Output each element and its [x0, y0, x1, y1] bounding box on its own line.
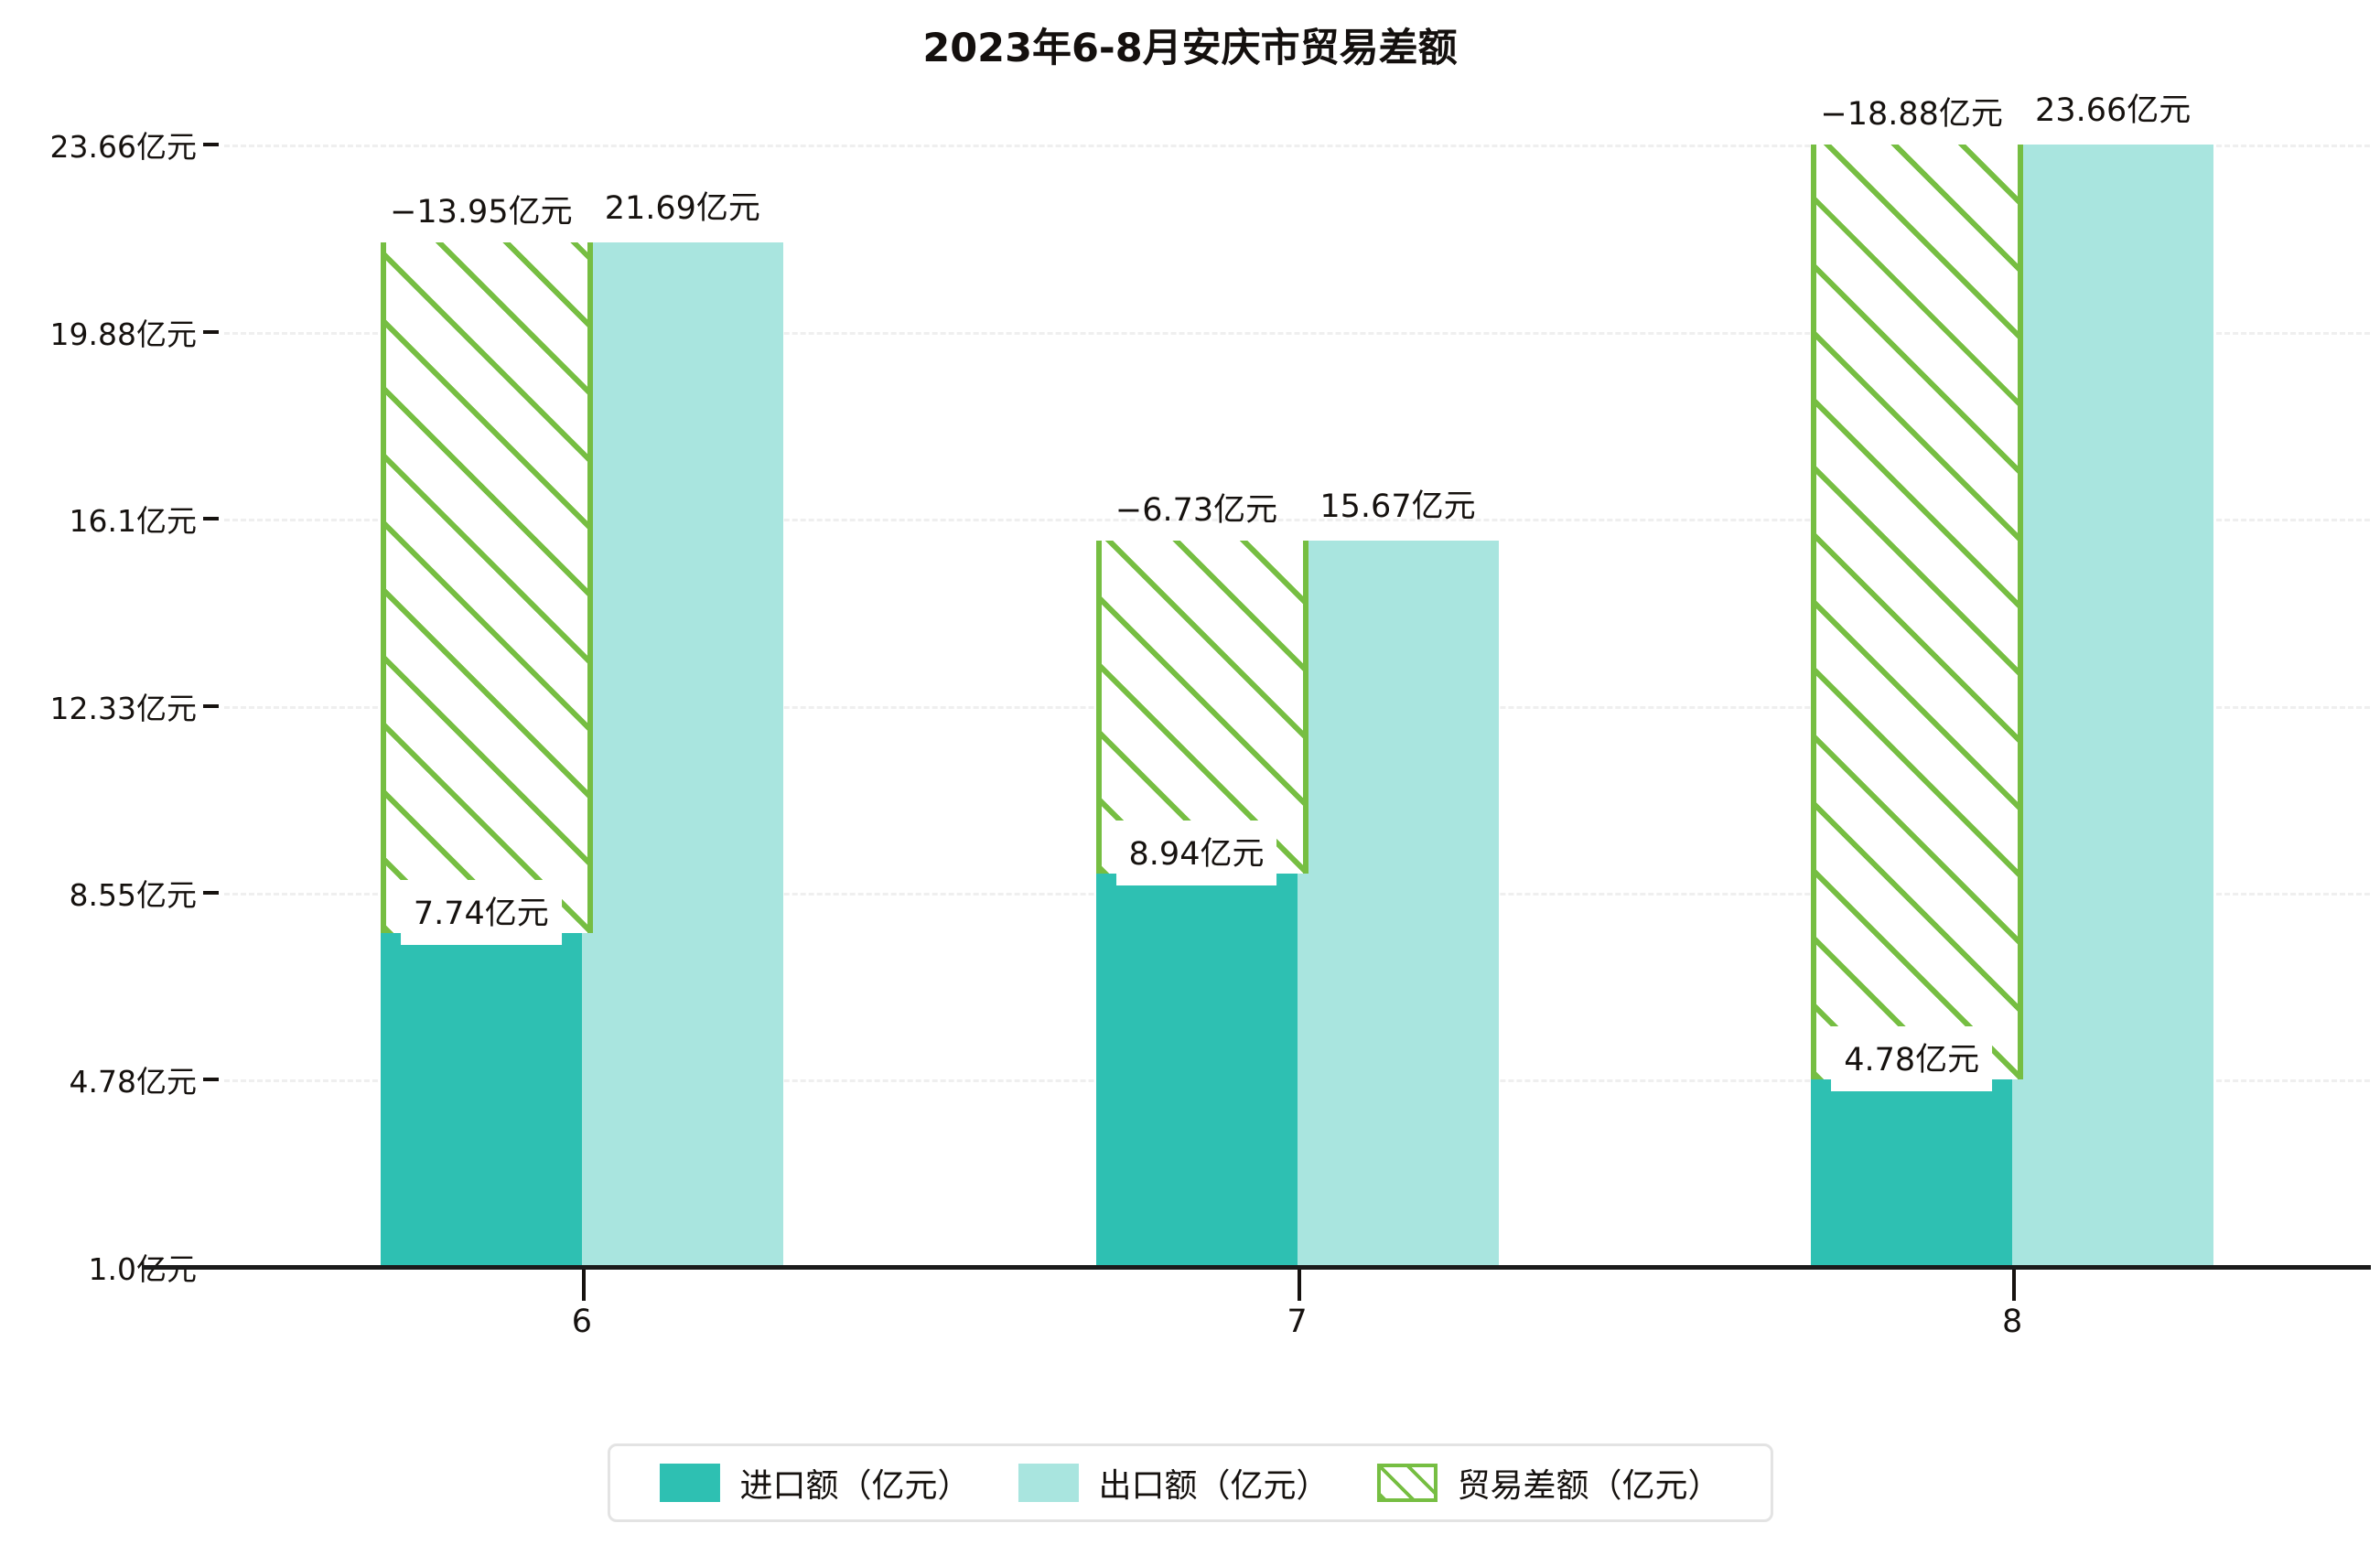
bar-import[interactable] [1811, 1079, 2013, 1267]
bar-export[interactable] [581, 241, 783, 1267]
x-axis-line [142, 1265, 2371, 1270]
bar-trade-balance[interactable] [380, 241, 593, 934]
bar-import[interactable] [1095, 874, 1298, 1267]
value-label-export: 15.67亿元 [1319, 488, 1476, 525]
y-tick-label: 19.88亿元 [49, 316, 197, 352]
value-label-import: 4.78亿元 [1831, 1026, 1993, 1092]
y-tick-mark [203, 143, 219, 146]
export-swatch-icon [1018, 1464, 1079, 1502]
y-tick-label: 8.55亿元 [69, 877, 197, 914]
legend-item-import[interactable]: 进口额（亿元） [659, 1459, 970, 1507]
y-tick-label: 4.78亿元 [69, 1064, 197, 1100]
value-label-export: 21.69亿元 [604, 189, 760, 227]
bar-trade-balance[interactable] [1811, 145, 2024, 1080]
y-tick-mark [203, 891, 219, 896]
x-tick-mark [2012, 1270, 2017, 1301]
balance-hatched-swatch-icon [1376, 1464, 1438, 1502]
plot-area: −13.95亿元 21.69亿元 7.74亿元 −6.73亿元 15.67亿元 8.94亿… [224, 92, 2370, 1267]
x-tick-label: 6 [571, 1304, 592, 1340]
legend-label-balance: 贸易差额（亿元） [1457, 1467, 1721, 1505]
value-label-import: 7.74亿元 [400, 880, 562, 946]
legend-label-import: 进口额（亿元） [739, 1467, 971, 1505]
import-swatch-icon [659, 1464, 720, 1502]
y-tick-mark [203, 517, 219, 521]
bar-trade-balance[interactable] [1095, 540, 1308, 874]
bar-export[interactable] [2012, 145, 2214, 1267]
value-label-trade-balance: −6.73亿元 [1115, 491, 1278, 529]
y-tick-mark [203, 1078, 219, 1082]
gridline [224, 145, 2370, 147]
y-tick-mark [203, 329, 219, 334]
value-label-trade-balance: −13.95亿元 [390, 193, 573, 231]
y-tick-label: 23.66亿元 [49, 129, 197, 165]
chart-title: 2023年6-8月安庆市贸易差额 [922, 26, 1458, 71]
y-tick-label: 12.33亿元 [49, 690, 197, 726]
legend-label-export: 出口额（亿元） [1098, 1467, 1330, 1505]
x-tick-label: 7 [1287, 1304, 1308, 1340]
y-tick-mark [203, 703, 219, 708]
bar-import[interactable] [380, 933, 582, 1267]
value-label-export: 23.66亿元 [2035, 92, 2192, 129]
legend-item-export[interactable]: 出口额（亿元） [1018, 1459, 1330, 1507]
gridline [224, 519, 2370, 522]
x-tick-mark [1297, 1270, 1301, 1301]
value-label-trade-balance: −18.88亿元 [1820, 96, 2003, 133]
legend-item-balance[interactable]: 贸易差额（亿元） [1376, 1459, 1721, 1507]
value-label-import: 8.94亿元 [1115, 821, 1277, 886]
x-tick-mark [581, 1270, 586, 1301]
y-tick-label: 16.1亿元 [69, 503, 197, 540]
chart-legend: 进口额（亿元） 出口额（亿元） 贸易差额（亿元） [607, 1443, 1773, 1522]
x-tick-label: 8 [2002, 1304, 2023, 1340]
gridline [224, 331, 2370, 335]
bar-export[interactable] [1297, 540, 1499, 1267]
